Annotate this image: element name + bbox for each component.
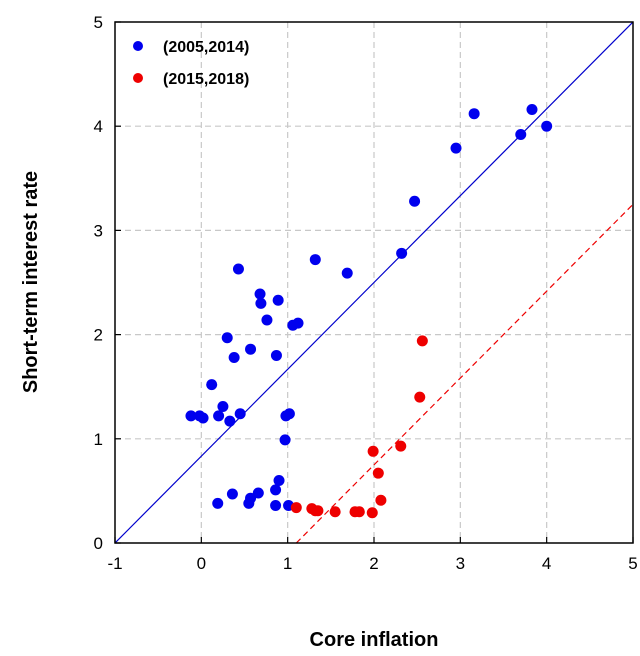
legend-marker	[133, 73, 143, 83]
data-point-series-1	[270, 484, 282, 496]
x-tick-label: 3	[456, 554, 465, 573]
x-tick-label: 4	[542, 554, 551, 573]
x-tick-label: 1	[283, 554, 292, 573]
data-point-series-2	[416, 335, 428, 347]
data-point-series-1	[261, 314, 273, 326]
y-axis-title: Short-term interest rate	[20, 171, 42, 393]
data-point-series-1	[255, 297, 267, 309]
data-point-series-1	[409, 195, 421, 207]
data-point-series-1	[279, 434, 291, 446]
solid-reference-line	[115, 22, 633, 543]
data-point-series-1	[272, 294, 284, 306]
data-point-series-1	[283, 408, 295, 420]
data-points	[185, 104, 553, 519]
data-point-series-1	[270, 499, 282, 511]
data-point-series-1	[234, 408, 246, 420]
data-point-series-2	[312, 505, 324, 517]
data-point-series-1	[224, 415, 236, 427]
y-tick-label: 5	[94, 13, 103, 32]
y-tick-label: 0	[94, 534, 103, 553]
data-point-series-2	[329, 506, 341, 518]
data-point-series-1	[252, 487, 264, 499]
data-point-series-1	[206, 379, 218, 391]
data-point-series-1	[541, 120, 553, 132]
x-tick-label: 0	[197, 554, 206, 573]
y-tick-label: 2	[94, 326, 103, 345]
data-point-series-1	[254, 288, 266, 300]
data-point-series-2	[372, 467, 384, 479]
data-point-series-1	[245, 492, 257, 504]
legend: (2005,2014) (2015,2018)	[133, 39, 249, 88]
data-point-series-1	[226, 488, 238, 500]
data-point-series-2	[367, 445, 379, 457]
legend-label: (2005,2014)	[163, 39, 249, 56]
data-point-series-1	[515, 129, 527, 141]
x-tick-label: -1	[107, 554, 122, 573]
y-tick-label: 1	[94, 430, 103, 449]
data-point-series-1	[197, 412, 209, 424]
data-point-series-1	[217, 400, 229, 412]
data-point-series-1	[526, 104, 538, 116]
data-point-series-1	[245, 343, 257, 355]
data-point-series-1	[273, 474, 285, 486]
data-point-series-1	[232, 263, 244, 275]
data-point-series-2	[353, 506, 365, 518]
data-point-series-2	[366, 507, 378, 519]
legend-marker	[133, 41, 143, 51]
data-point-series-1	[213, 410, 225, 422]
x-tick-label: 2	[369, 554, 378, 573]
data-point-series-1	[396, 247, 408, 259]
legend-label: (2015,2018)	[163, 71, 249, 88]
data-point-series-2	[414, 391, 426, 403]
data-point-series-1	[212, 497, 224, 509]
data-point-series-1	[450, 142, 462, 154]
x-tick-label: 5	[628, 554, 637, 573]
data-point-series-1	[270, 349, 282, 361]
x-axis-title: Core inflation	[310, 629, 439, 651]
y-tick-label: 4	[94, 117, 103, 136]
data-point-series-1	[341, 267, 353, 279]
data-point-series-1	[292, 317, 304, 329]
dashed-reference-line	[295, 203, 633, 543]
data-point-series-1	[221, 332, 233, 344]
data-point-series-2	[395, 440, 407, 452]
data-point-series-1	[468, 108, 480, 120]
y-tick-label: 3	[94, 221, 103, 240]
data-point-series-1	[309, 254, 321, 266]
data-point-series-1	[185, 410, 197, 422]
reference-lines	[115, 22, 633, 543]
data-point-series-1	[228, 352, 240, 364]
data-point-series-2	[375, 494, 387, 506]
data-point-series-2	[290, 502, 302, 514]
